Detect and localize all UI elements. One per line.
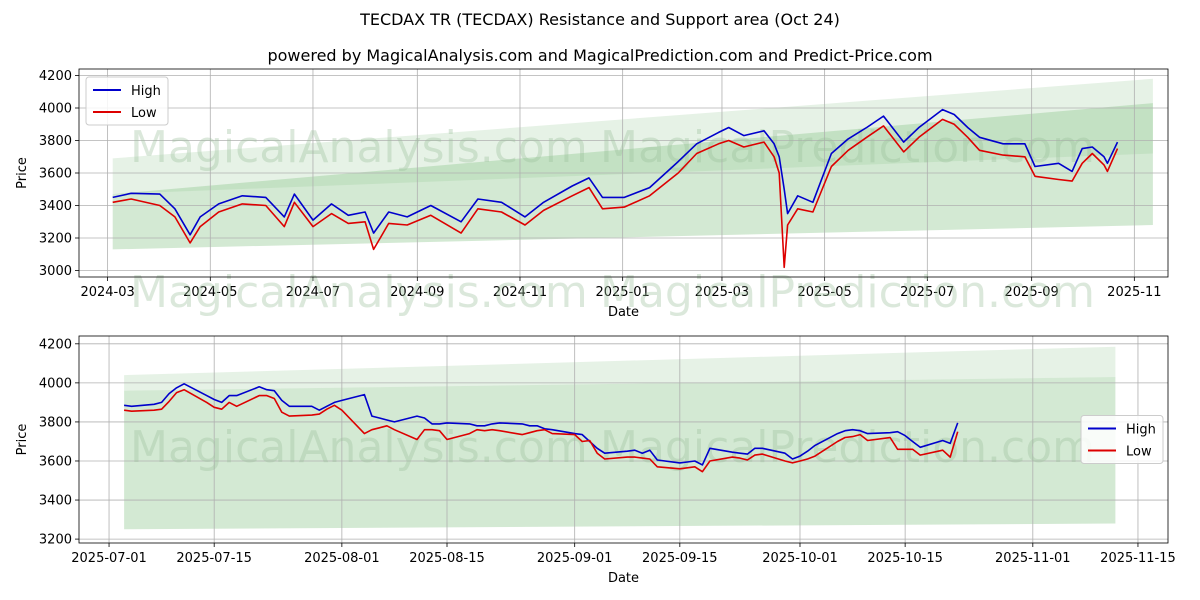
y-tick-label: 3600 [39, 454, 72, 469]
series-low-line [112, 118, 1119, 269]
y-tick-label: 3200 [39, 232, 72, 247]
y-tick-label: 4200 [39, 69, 72, 84]
series-low-line [123, 388, 959, 473]
legend: High Low [85, 76, 169, 126]
legend-label-low: Low [1126, 445, 1152, 460]
x-tick-label: 2025-10-01 [762, 551, 838, 566]
x-tick-label: 2025-07 [900, 285, 954, 300]
y-tick-label: 3800 [39, 134, 72, 149]
x-tick-label: 2025-11-01 [995, 551, 1071, 566]
x-axis-label: Date [608, 571, 639, 586]
x-tick-label: 2025-11-15 [1100, 551, 1176, 566]
x-tick-label: 2024-03 [80, 285, 134, 300]
y-tick-label: 4000 [39, 376, 72, 391]
legend-label-low: Low [131, 106, 157, 121]
inner-band [112, 103, 1153, 250]
chart-title: TECDAX TR (TECDAX) Resistance and Suppor… [360, 10, 840, 29]
x-tick-label: 2025-08-01 [304, 551, 380, 566]
watermark-text: MagicalAnalysis.com [130, 122, 588, 173]
outer-band [124, 346, 1116, 391]
y-tick-label: 3800 [39, 415, 72, 430]
series-high-line [112, 108, 1119, 236]
x-tick-label: 2025-08-15 [409, 551, 485, 566]
plot-frame [78, 335, 1169, 544]
chart-panel-bottom: 3200 3400 3600 3800 4000 4200 2025-07-01 2025-0… [15, 335, 1176, 586]
x-tick-label: 2025-01 [595, 285, 649, 300]
series-high-line [123, 382, 959, 466]
x-tick-label: 2024-09 [390, 285, 444, 300]
x-tick-label: 2024-07 [286, 285, 340, 300]
x-tick-label: 2025-09-15 [642, 551, 718, 566]
watermark-text: MagicalAnalysis.com [130, 267, 588, 318]
y-tick-label: 3600 [39, 167, 72, 182]
legend: High Low [1080, 415, 1164, 464]
y-tick-label: 3200 [39, 533, 72, 548]
y-axis-label: Price [15, 424, 30, 456]
x-tick-label: 2025-09-01 [537, 551, 613, 566]
x-tick-label: 2025-07-15 [176, 551, 252, 566]
y-axis-label: Price [15, 157, 30, 189]
x-tick-label: 2025-03 [695, 285, 749, 300]
legend-label-high: High [1126, 423, 1156, 438]
legend-label-high: High [131, 84, 161, 99]
chart-panel-top: 3000 3200 3400 3600 3800 4000 4200 2024-03 2024-… [15, 68, 1169, 320]
x-tick-label: 2025-09 [1005, 285, 1059, 300]
y-tick-label: 4200 [39, 337, 72, 352]
watermark-text: MagicalPrediction.com [600, 267, 1095, 318]
x-tick-label: 2024-11 [493, 285, 547, 300]
y-tick-label: 3000 [39, 264, 72, 279]
x-axis-label: Date [608, 305, 639, 320]
watermark-text: MagicalAnalysis.com [130, 422, 588, 473]
y-tick-label: 3400 [39, 199, 72, 214]
y-tick-label: 4000 [39, 102, 72, 117]
plot-frame [78, 68, 1169, 278]
chart-subtitle: powered by MagicalAnalysis.com and Magic… [267, 46, 933, 65]
x-tick-label: 2025-07-01 [71, 551, 147, 566]
x-tick-label: 2025-05 [797, 285, 851, 300]
x-tick-label: 2025-11 [1107, 285, 1161, 300]
x-tick-label: 2025-10-15 [867, 551, 943, 566]
x-tick-label: 2024-05 [183, 285, 237, 300]
watermark-text: MagicalPrediction.com [600, 122, 1095, 173]
y-tick-label: 3400 [39, 494, 72, 509]
